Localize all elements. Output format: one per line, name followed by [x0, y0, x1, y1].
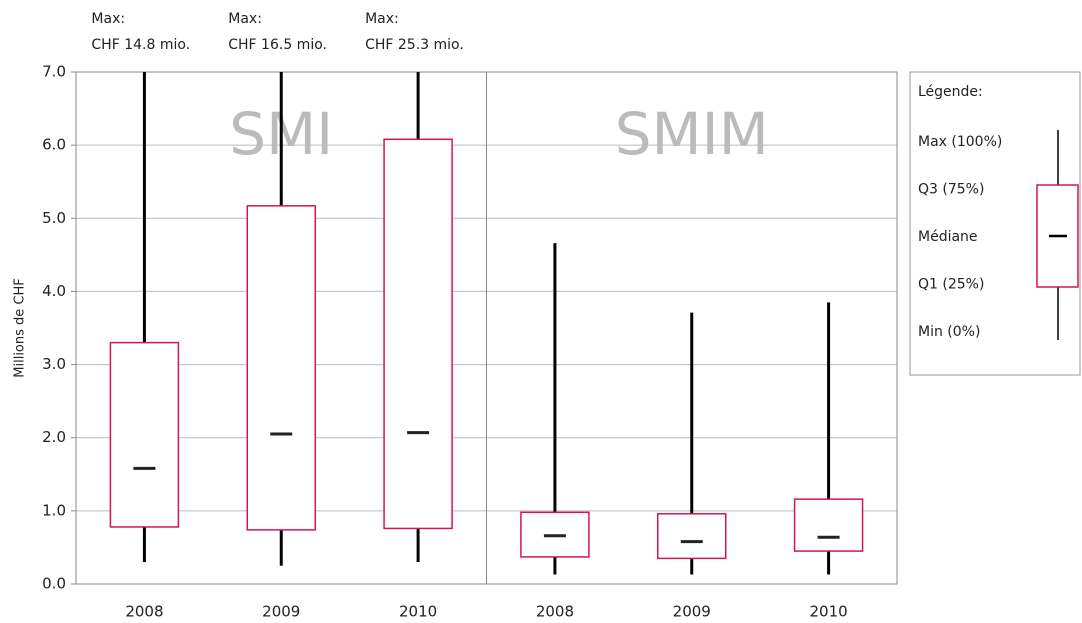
y-tick-label: 7.0 [42, 63, 66, 81]
x-tick-label: 2008 [536, 603, 574, 621]
y-tick-label: 2.0 [42, 428, 66, 446]
y-tick-label: 0.0 [42, 575, 66, 593]
x-tick-label: 2008 [125, 603, 163, 621]
box [383, 138, 453, 530]
y-tick-label: 5.0 [42, 209, 66, 227]
legend-item: Max (100%) [918, 134, 1002, 150]
max-annotation: CHF 14.8 mio. [91, 37, 190, 53]
y-axis-label: Millions de CHF [13, 278, 28, 377]
group-label: SMIM [615, 100, 769, 168]
max-annotation: Max: [228, 11, 262, 27]
y-tick-label: 3.0 [42, 355, 66, 373]
legend-title: Légende: [918, 84, 983, 100]
legend-item: Q1 (25%) [918, 277, 984, 293]
y-tick-label: 4.0 [42, 282, 66, 300]
x-tick-label: 2009 [262, 603, 300, 621]
legend-box [909, 71, 1081, 376]
max-annotation: Max: [365, 11, 399, 27]
legend-item: Min (0%) [918, 324, 980, 340]
legend-item: Q3 (75%) [918, 182, 984, 198]
x-tick-label: 2009 [673, 603, 711, 621]
x-tick-label: 2010 [399, 603, 437, 621]
legend-item: Médiane [918, 229, 978, 245]
max-annotation: Max: [91, 11, 125, 27]
y-tick-label: 6.0 [42, 136, 66, 154]
max-annotation: CHF 25.3 mio. [365, 37, 464, 53]
x-tick-label: 2010 [809, 603, 847, 621]
box [109, 341, 180, 528]
y-tick-label: 1.0 [42, 501, 66, 519]
box [657, 513, 727, 560]
box [793, 498, 864, 552]
max-annotation: CHF 16.5 mio. [228, 37, 327, 53]
box [246, 205, 316, 531]
